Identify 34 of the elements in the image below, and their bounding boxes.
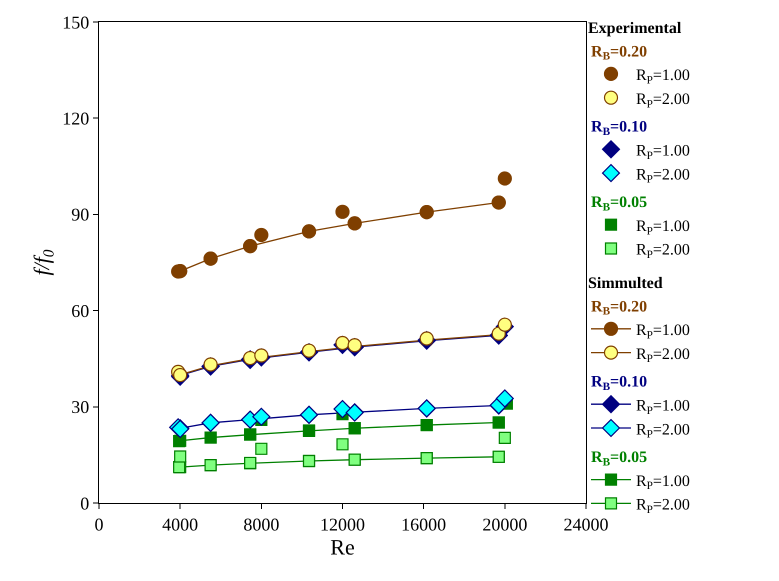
legend-label: R$_{P}$=2.00 [636, 90, 690, 110]
x-axis-title: Re [330, 534, 355, 560]
text: Experimental [588, 20, 682, 38]
y-tick-label: 0 [80, 493, 90, 514]
text: R$_{B}$=0.05 [591, 449, 648, 468]
legend-label: R$_{P}$=2.00 [636, 496, 690, 516]
y-tick-label: 30 [71, 397, 90, 418]
y-tick-label: 90 [71, 204, 90, 225]
text: R$_{B}$=0.10 [591, 374, 648, 394]
y-tick-label: 120 [62, 108, 90, 128]
legend-label: R$_{P}$=1.00 [636, 142, 690, 162]
legend-label: R$_{P}$=1.00 [636, 322, 690, 342]
x-tick-label: 0 [94, 514, 104, 535]
legend-label: R$_{P}$=1.00 [636, 67, 690, 86]
x-tick-label: 16000 [401, 514, 446, 535]
text: R$_{B}$=0.05 [591, 194, 648, 214]
legend-label: R$_{P}$=1.00 [636, 218, 690, 238]
legend-label: R$_{P}$=2.00 [636, 166, 690, 186]
legend-label: R$_{P}$=2.00 [636, 242, 690, 262]
legend-label: R$_{P}$=1.00 [636, 397, 690, 417]
y-tick-label: 150 [62, 12, 90, 32]
y-tick-label: 60 [71, 300, 90, 321]
x-tick-label: 24000 [564, 514, 608, 535]
text: R$_{B}$=0.20 [591, 43, 648, 63]
x-tick-label: 4000 [162, 514, 198, 535]
x-tick-label: 20000 [482, 514, 528, 535]
text: R$_{B}$=0.10 [591, 118, 648, 138]
text: R$_{B}$=0.20 [591, 298, 648, 318]
legend-label: R$_{P}$=2.00 [636, 421, 690, 441]
x-tick-label: 12000 [320, 514, 365, 535]
text: Simmulted [588, 275, 663, 292]
x-tick-label: 8000 [243, 514, 280, 535]
legend-label: R$_{P}$=1.00 [636, 472, 690, 492]
legend-label: R$_{P}$=2.00 [636, 346, 690, 366]
